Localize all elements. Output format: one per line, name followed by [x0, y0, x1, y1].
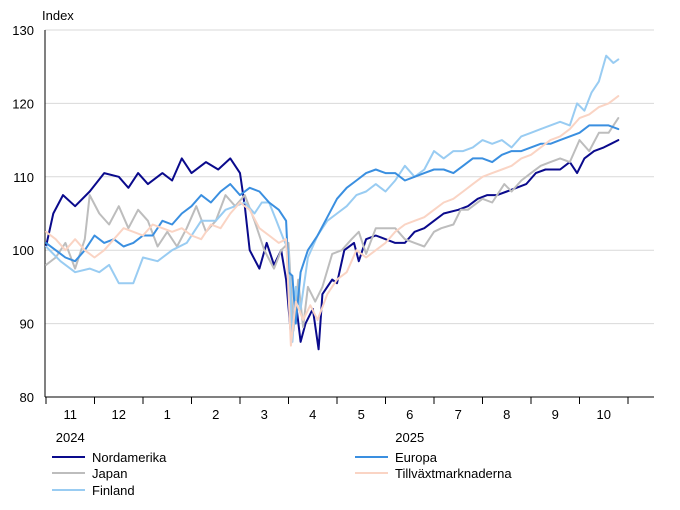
series-line-europa	[45, 124, 620, 325]
legend-label: Tillväxtmarknaderna	[395, 466, 512, 481]
x-tick-label: 7	[455, 407, 462, 422]
y-tick-label: 110	[13, 170, 34, 185]
series-line-nordamerika	[45, 139, 620, 351]
x-tick-label: 11	[64, 407, 78, 422]
y-tick-label: 120	[12, 96, 34, 111]
x-tick-label: 6	[406, 407, 413, 422]
y-tick-label: 100	[12, 243, 34, 258]
legend-label: Finland	[92, 483, 135, 498]
x-tick-label: 2	[212, 407, 219, 422]
x-tick-label: 8	[503, 407, 510, 422]
x-tick-label: 10	[597, 407, 611, 422]
x-tick-label: 5	[358, 407, 365, 422]
y-axis-ticks: 80 90 100 110 120 130	[12, 23, 34, 405]
legend-label: Europa	[395, 450, 438, 465]
x-tick-label: 12	[112, 407, 126, 422]
y-tick-label: 130	[12, 23, 34, 38]
series-line-tillväxtmarknaderna	[45, 95, 620, 347]
x-tick-label: 3	[261, 407, 268, 422]
series-line-japan	[45, 117, 620, 332]
year-label: 2024	[56, 430, 85, 445]
y-tick-label: 90	[20, 317, 34, 332]
y-axis-label: Index	[42, 8, 74, 23]
gridlines	[45, 29, 654, 325]
y-tick-label: 80	[20, 390, 34, 405]
series-lines	[45, 54, 620, 351]
legend-label: Nordamerika	[92, 450, 167, 465]
x-tick-label: 1	[164, 407, 171, 422]
year-label: 2025	[395, 430, 424, 445]
legend-label: Japan	[92, 466, 127, 481]
x-tick-label: 9	[552, 407, 559, 422]
x-tick-label: 4	[309, 407, 316, 422]
series-line-finland	[45, 54, 620, 343]
